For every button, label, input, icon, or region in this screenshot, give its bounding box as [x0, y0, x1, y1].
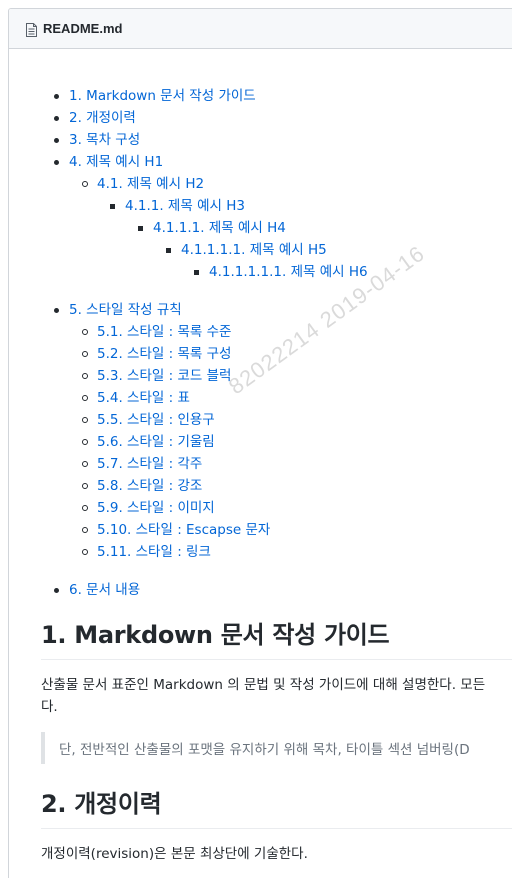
toc-link[interactable]: 4.1.1. 제목 예시 H3 [125, 198, 245, 214]
toc-item: 5.1. 스타일 : 목록 수준 [41, 321, 512, 343]
toc-item: 5.5. 스타일 : 인용구 [41, 409, 512, 431]
toc-item: 5.7. 스타일 : 각주 [41, 453, 512, 475]
toc-item: 5.8. 스타일 : 강조 [41, 475, 512, 497]
toc-link[interactable]: 5.6. 스타일 : 기울림 [97, 434, 215, 450]
toc-link[interactable]: 5.4. 스타일 : 표 [97, 390, 190, 406]
circle-bullet-icon [82, 395, 88, 401]
circle-bullet-icon [82, 461, 88, 467]
toc-link[interactable]: 6. 문서 내용 [69, 582, 141, 598]
toc-item: 5.11. 스타일 : 링크 [41, 541, 512, 563]
toc-link[interactable]: 4.1.1.1.1. 제목 예시 H5 [181, 242, 327, 258]
disc-bullet-icon [54, 138, 59, 143]
square-bullet-icon [166, 248, 171, 253]
toc-item: 5.10. 스타일 : Escapse 문자 [41, 519, 512, 541]
square-bullet-icon [138, 226, 143, 231]
circle-bullet-icon [82, 181, 88, 187]
circle-bullet-icon [82, 483, 88, 489]
toc-link[interactable]: 5. 스타일 작성 규칙 [69, 302, 182, 318]
circle-bullet-icon [82, 351, 88, 357]
toc-link[interactable]: 4. 제목 예시 H1 [69, 154, 164, 170]
square-bullet-icon [194, 270, 199, 275]
square-bullet-icon [110, 204, 115, 209]
disc-bullet-icon [54, 588, 59, 593]
circle-bullet-icon [82, 439, 88, 445]
toc-link[interactable]: 5.11. 스타일 : 링크 [97, 544, 211, 560]
toc-link[interactable]: 5.3. 스타일 : 코드 블럭 [97, 368, 232, 384]
toc-link[interactable]: 1. Markdown 문서 작성 가이드 [69, 88, 256, 104]
toc-item: 4.1. 제목 예시 H2 [41, 173, 512, 195]
circle-bullet-icon [82, 505, 88, 511]
circle-bullet-icon [82, 417, 88, 423]
list-spacer [41, 283, 512, 299]
toc-link[interactable]: 2. 개정이력 [69, 110, 136, 126]
circle-bullet-icon [82, 373, 88, 379]
toc-link[interactable]: 4.1.1.1.1.1. 제목 예시 H6 [209, 264, 368, 280]
section-heading-1: 1. Markdown 문서 작성 가이드 [41, 615, 512, 660]
circle-bullet-icon [82, 549, 88, 555]
disc-bullet-icon [54, 116, 59, 121]
disc-bullet-icon [54, 308, 59, 313]
toc-link[interactable]: 5.10. 스타일 : Escapse 문자 [97, 522, 271, 538]
toc-link[interactable]: 5.2. 스타일 : 목록 구성 [97, 346, 232, 362]
toc-item: 4.1.1.1.1. 제목 예시 H5 [41, 239, 512, 261]
toc-link[interactable]: 5.8. 스타일 : 강조 [97, 478, 203, 494]
toc-item: 5.3. 스타일 : 코드 블럭 [41, 365, 512, 387]
toc-link[interactable]: 4.1.1.1. 제목 예시 H4 [153, 220, 286, 236]
toc-link[interactable]: 3. 목차 구성 [69, 132, 141, 148]
toc-item: 1. Markdown 문서 작성 가이드 [41, 85, 512, 107]
toc-link[interactable]: 5.7. 스타일 : 각주 [97, 456, 203, 472]
toc-item: 4. 제목 예시 H1 [41, 151, 512, 173]
markdown-body: 1. Markdown 문서 작성 가이드 2. 개정이력 3. 목차 구성 4. 제… [9, 49, 512, 865]
toc-item: 3. 목차 구성 [41, 129, 512, 151]
section-1-paragraph-line-1: 산출물 문서 표준인 Markdown 의 문법 및 작성 가이드에 대해 설명… [41, 677, 486, 693]
toc-link[interactable]: 5.9. 스타일 : 이미지 [97, 500, 215, 516]
toc-item: 5.6. 스타일 : 기울림 [41, 431, 512, 453]
toc-link[interactable]: 5.5. 스타일 : 인용구 [97, 412, 215, 428]
toc-item: 5.4. 스타일 : 표 [41, 387, 512, 409]
file-name: README.md [43, 21, 123, 36]
table-of-contents: 1. Markdown 문서 작성 가이드 2. 개정이력 3. 목차 구성 4. 제… [41, 85, 512, 601]
toc-link[interactable]: 4.1. 제목 예시 H2 [97, 176, 205, 192]
readme-panel: README.md 1. Markdown 문서 작성 가이드 2. 개정이력 3.… [8, 8, 512, 878]
toc-item: 5.9. 스타일 : 이미지 [41, 497, 512, 519]
toc-item: 4.1.1. 제목 예시 H3 [41, 195, 512, 217]
section-2-paragraph: 개정이력(revision)은 본문 최상단에 기술한다. [41, 846, 308, 862]
toc-item: 6. 문서 내용 [41, 579, 512, 601]
toc-item: 5.2. 스타일 : 목록 구성 [41, 343, 512, 365]
section-1-paragraph-line-2: 다. [41, 699, 58, 715]
toc-item: 5. 스타일 작성 규칙 [41, 299, 512, 321]
file-text-icon [26, 22, 37, 37]
disc-bullet-icon [54, 160, 59, 165]
file-header: README.md [9, 9, 512, 49]
section-heading-2: 2. 개정이력 [41, 784, 512, 829]
toc-item: 2. 개정이력 [41, 107, 512, 129]
toc-link[interactable]: 5.1. 스타일 : 목록 수준 [97, 324, 232, 340]
toc-item: 4.1.1.1. 제목 예시 H4 [41, 217, 512, 239]
disc-bullet-icon [54, 94, 59, 99]
circle-bullet-icon [82, 329, 88, 335]
list-spacer [41, 563, 512, 579]
circle-bullet-icon [82, 527, 88, 533]
toc-item: 4.1.1.1.1.1. 제목 예시 H6 [41, 261, 512, 283]
section-1-quote: 단, 전반적인 산출물의 포맷을 유지하기 위해 목차, 타이틀 섹션 넘버링(… [41, 732, 512, 764]
